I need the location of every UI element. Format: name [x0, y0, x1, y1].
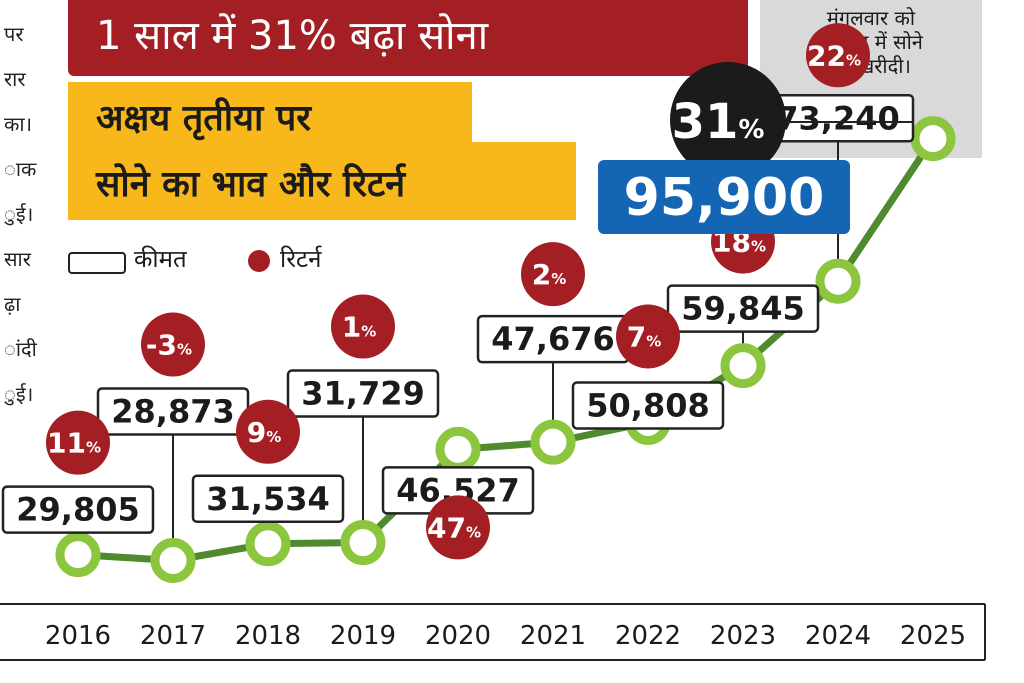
highlight-price-label: 95,900	[624, 168, 825, 228]
price-point-marker	[340, 520, 386, 566]
x-tick-label: 2023	[710, 621, 776, 651]
left-text-fragment: ांदी	[4, 337, 37, 361]
return-badge	[426, 495, 490, 560]
price-label-box	[381, 466, 535, 515]
price-label-box	[286, 369, 440, 418]
price-data-label: 31,534	[206, 480, 329, 518]
x-tick-label: 2021	[520, 621, 586, 651]
legend-price-label: कीमत	[134, 245, 187, 273]
x-tick-label: 2017	[140, 621, 206, 651]
price-data-label: 47,676	[491, 320, 614, 358]
price-label-box	[476, 314, 630, 364]
price-point-marker	[245, 521, 291, 567]
return-badge	[141, 312, 205, 377]
return-data-label: 9%	[247, 416, 282, 449]
price-data-label: 46,527	[396, 471, 519, 509]
return-badge	[521, 242, 585, 307]
price-label-box	[1, 485, 155, 534]
price-point-marker	[815, 258, 861, 304]
return-data-label: 1%	[342, 311, 377, 344]
price-point-marker	[55, 532, 101, 578]
left-text-fragment: ाक	[4, 157, 37, 181]
note-line3: की खरीदी।	[831, 54, 911, 78]
left-text-fragment: सार	[4, 247, 31, 271]
left-text-fragment: ुई।	[4, 382, 34, 406]
return-data-label: 47%	[427, 511, 481, 544]
x-tick-label: 2020	[425, 621, 491, 651]
return-badge	[236, 399, 300, 464]
x-tick-label: 2025	[900, 621, 966, 651]
note-line1: मंगलवार को	[826, 6, 916, 30]
left-text-column: पर रार का।ाकुई। सार ढ़ाांदीुई।	[0, 0, 62, 460]
x-tick-label: 2019	[330, 621, 396, 651]
subtitle-line2: सोने का भाव और रिटर्न	[96, 164, 406, 205]
legend-return-dot	[248, 250, 270, 272]
left-text-fragment: का।	[4, 112, 33, 136]
x-tick-label: 2024	[805, 621, 871, 651]
return-badge	[616, 304, 680, 369]
price-point-marker	[625, 399, 671, 445]
price-label-box	[571, 381, 725, 430]
return-badge	[331, 294, 395, 359]
price-data-label: 29,805	[16, 491, 139, 529]
return-data-label: 2%	[532, 258, 567, 291]
return-data-label: -3%	[146, 329, 192, 362]
highlight-price-box	[598, 160, 850, 234]
note-box: मंगलवार को भोपाल में सोने की खरीदी।	[760, 0, 982, 158]
x-tick-label: 2016	[45, 621, 111, 651]
price-label-box	[666, 284, 820, 333]
left-text-fragment: ुई।	[4, 202, 34, 226]
left-text-fragment: ढ़ा	[4, 292, 21, 316]
price-data-label: 59,845	[681, 290, 804, 328]
price-label-box	[96, 387, 250, 436]
price-data-label: 31,729	[301, 375, 424, 413]
price-point-marker	[530, 419, 576, 465]
price-data-label: 50,808	[586, 386, 709, 424]
x-tick-label: 2018	[235, 621, 301, 651]
return-data-label: 18%	[712, 226, 766, 259]
left-text-fragment: रार	[4, 67, 26, 91]
legend-return-label: रिटर्न	[280, 245, 322, 273]
subtitle-block: अक्षय तृतीया पर सोने का भाव और रिटर्न	[68, 82, 576, 222]
subtitle-line1: अक्षय तृतीया पर	[96, 98, 312, 139]
legend-price-swatch	[68, 252, 126, 274]
price-point-marker	[720, 343, 766, 389]
headline-text: 1 साल में 31% बढ़ा सोना	[96, 13, 489, 59]
note-line2: भोपाल में सोने	[819, 30, 923, 54]
price-point-marker	[435, 426, 481, 472]
headline-banner: 1 साल में 31% बढ़ा सोना	[68, 0, 748, 76]
return-data-label: 7%	[627, 320, 662, 353]
x-tick-label: 2022	[615, 621, 681, 651]
highlight-return-label: 31%	[672, 94, 765, 150]
price-point-marker	[150, 538, 196, 584]
price-label-box	[191, 474, 345, 524]
left-text-fragment: पर	[4, 22, 24, 46]
price-data-label: 28,873	[111, 393, 234, 431]
return-badge	[711, 209, 775, 274]
